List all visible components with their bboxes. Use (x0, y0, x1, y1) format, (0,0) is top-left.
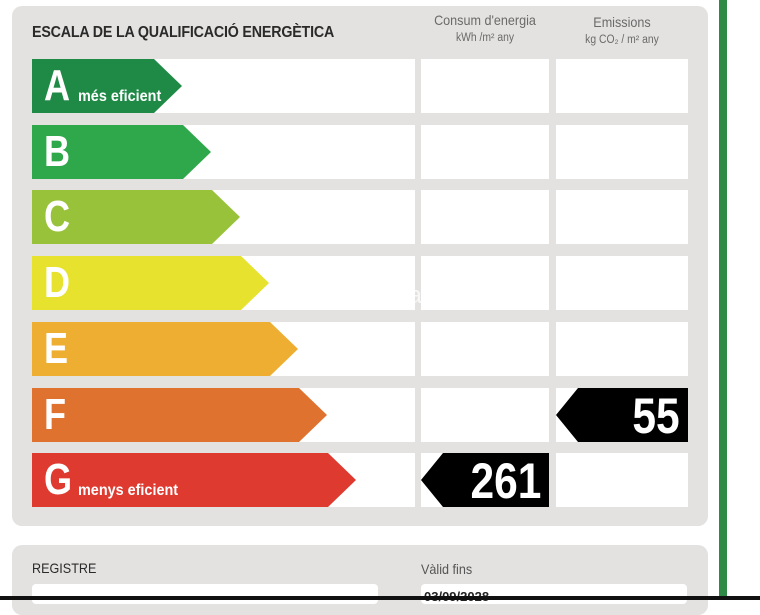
rating-letter: B (44, 127, 71, 176)
rating-arrow-b: B (32, 125, 211, 179)
rating-letter: E (44, 324, 69, 373)
rating-row-f: F (32, 388, 415, 442)
rating-arrow-d: D (32, 256, 269, 310)
emissions-cell-c (556, 190, 688, 244)
rating-letter: C (44, 192, 71, 241)
emissions-result-badge: 55 (556, 388, 688, 442)
rating-row-e: E (32, 322, 415, 376)
registre-label: REGISTRE (32, 560, 97, 576)
emissions-cell-g (556, 453, 688, 507)
watermark-logo: habitaclia (316, 282, 423, 309)
consum-cell-a (421, 59, 549, 113)
emissions-cell-a (556, 59, 688, 113)
emissions-header-unit: kg CO₂ / m² any (585, 34, 659, 46)
consum-cell-d (421, 256, 549, 310)
emissions-cell-e (556, 322, 688, 376)
registre-field (32, 584, 378, 604)
consum-result-badge: 261 (421, 453, 549, 507)
consum-header-title: Consum d'energia (434, 12, 536, 28)
rating-caption: més eficient (78, 88, 162, 105)
rating-letter: A (44, 61, 71, 110)
rating-row-c: C (32, 190, 415, 244)
rating-caption: menys eficient (78, 482, 179, 499)
consum-cell-f (421, 388, 549, 442)
valid-label: Vàlid fins (421, 561, 473, 577)
bottom-edge (0, 596, 760, 600)
emissions-cell-d (556, 256, 688, 310)
consum-cell-b (421, 125, 549, 179)
emissions-header-title: Emissions (593, 14, 651, 30)
emissions-header: Emissions kg CO₂ / m² any (556, 14, 688, 46)
consum-header-unit: kWh /m² any (455, 32, 515, 44)
rating-arrow-f: F (32, 388, 327, 442)
scale-title: ESCALA DE LA QUALIFICACIÓ ENERGÈTICA (32, 24, 335, 41)
rating-letter: G (44, 455, 73, 504)
consum-cell-e (421, 322, 549, 376)
rating-arrow-c: C (32, 190, 240, 244)
consum-header: Consum d'energia kWh /m² any (421, 12, 549, 44)
right-border (719, 0, 727, 600)
consum-cell-c (421, 190, 549, 244)
emissions-cell-b (556, 125, 688, 179)
rating-row-d: D (32, 256, 415, 310)
consum-result-value: 261 (470, 453, 541, 509)
rating-letter: F (44, 390, 67, 439)
registration-panel (12, 545, 708, 615)
emissions-result-value: 55 (632, 388, 680, 444)
rating-row-b: B (32, 125, 415, 179)
rating-arrow-e: E (32, 322, 298, 376)
rating-letter: D (44, 258, 71, 307)
